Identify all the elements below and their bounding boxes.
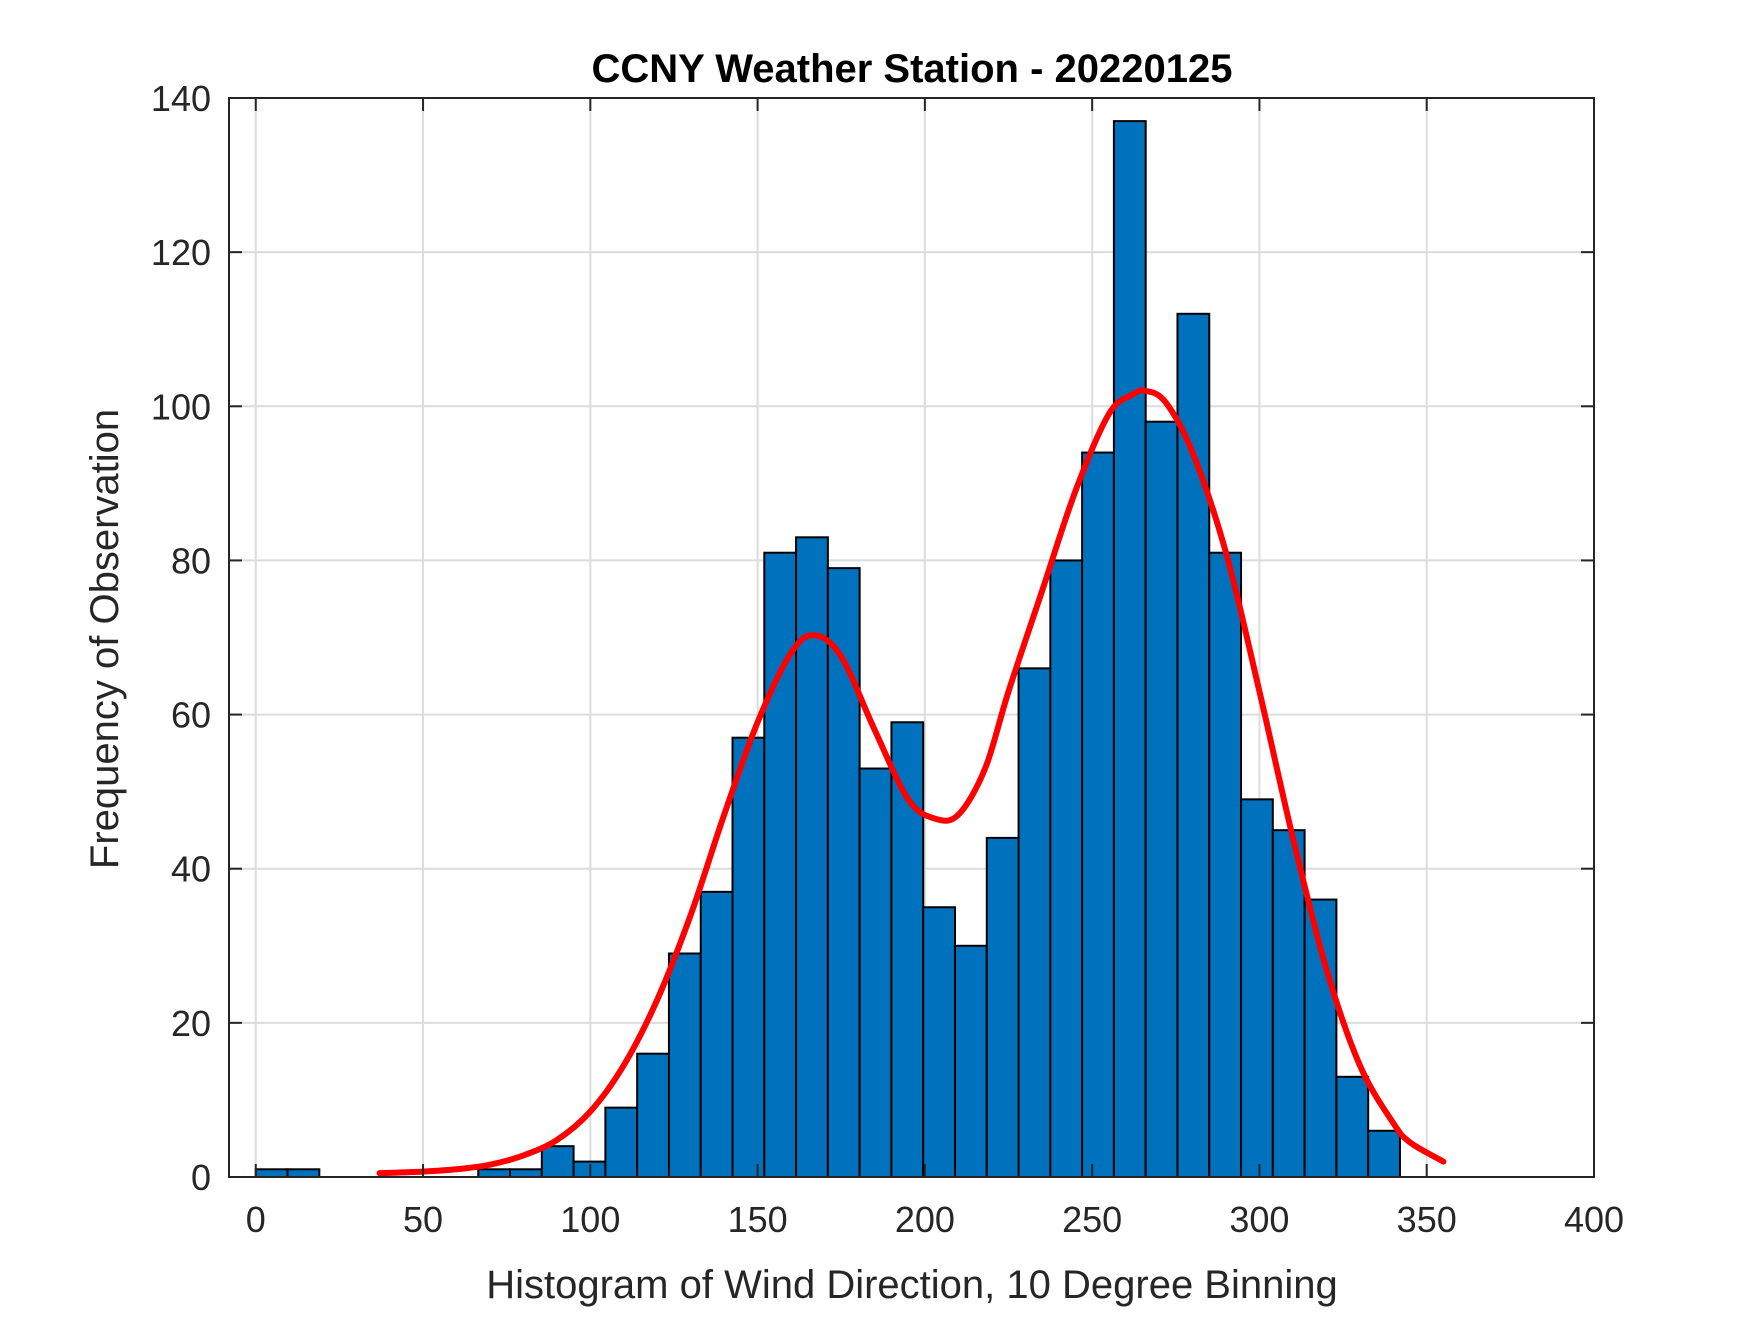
histogram-bar <box>763 551 798 1178</box>
histogram-bar <box>985 836 1020 1179</box>
x-tick-label: 200 <box>895 1199 955 1240</box>
x-tick-label: 50 <box>403 1199 443 1240</box>
histogram-bar <box>731 736 766 1178</box>
histogram-bar <box>1208 551 1243 1178</box>
x-tick-label: 100 <box>560 1199 620 1240</box>
y-tick-label: 0 <box>191 1157 211 1198</box>
histogram-bar <box>890 721 925 1178</box>
histogram-bar <box>1144 420 1179 1178</box>
y-axis-label: Frequency of Observation <box>83 409 127 869</box>
histogram-bar <box>667 952 702 1178</box>
x-tick-label: 250 <box>1062 1199 1122 1240</box>
histogram-bar <box>254 1168 289 1178</box>
histogram-bar <box>1240 798 1274 1178</box>
histogram-bar <box>636 1052 670 1178</box>
y-tick-label: 60 <box>171 695 211 736</box>
y-tick-label: 80 <box>171 540 211 581</box>
histogram-bar <box>477 1168 512 1178</box>
histogram-bar <box>1176 312 1211 1178</box>
histogram-bar <box>858 767 893 1178</box>
histogram-bar <box>1081 451 1115 1178</box>
y-tick-label: 140 <box>151 78 211 119</box>
y-tick-label: 100 <box>151 386 211 427</box>
histogram-bar <box>1367 1129 1401 1179</box>
x-axis-label: Histogram of Wind Direction, 10 Degree B… <box>486 1263 1338 1307</box>
histogram-bar <box>604 1106 639 1179</box>
y-tick-label: 40 <box>171 849 211 890</box>
x-tick-label: 300 <box>1229 1199 1289 1240</box>
fit-curve <box>376 387 1447 1177</box>
chart-title: CCNY Weather Station - 20220125 <box>592 47 1233 91</box>
axis-ticks <box>229 97 1595 1178</box>
x-tick-label: 150 <box>728 1199 788 1240</box>
histogram-bar <box>699 890 734 1178</box>
histogram-bar <box>1017 667 1052 1178</box>
axes-frame <box>228 97 1595 1178</box>
histogram-bar <box>509 1168 543 1178</box>
x-tick-labels: 0 50 100 150 200 250 300 350 400 <box>246 1199 1624 1240</box>
histogram-bar <box>1335 1075 1370 1178</box>
histogram-bar <box>922 906 956 1178</box>
histogram-bar <box>1271 829 1306 1179</box>
x-tick-label: 350 <box>1397 1199 1457 1240</box>
histogram-bar <box>286 1168 321 1178</box>
histogram-bar <box>1112 120 1147 1178</box>
histogram-bar <box>953 944 988 1178</box>
y-tick-label: 120 <box>151 232 211 273</box>
x-tick-label: 0 <box>246 1199 266 1240</box>
histogram-bar <box>540 1145 575 1178</box>
y-tick-labels: 0 20 40 60 80 100 120 140 <box>151 78 211 1198</box>
y-tick-label: 20 <box>171 1003 211 1044</box>
histogram-bar <box>1049 559 1084 1178</box>
histogram-bar <box>826 567 861 1178</box>
x-tick-label: 400 <box>1564 1199 1624 1240</box>
